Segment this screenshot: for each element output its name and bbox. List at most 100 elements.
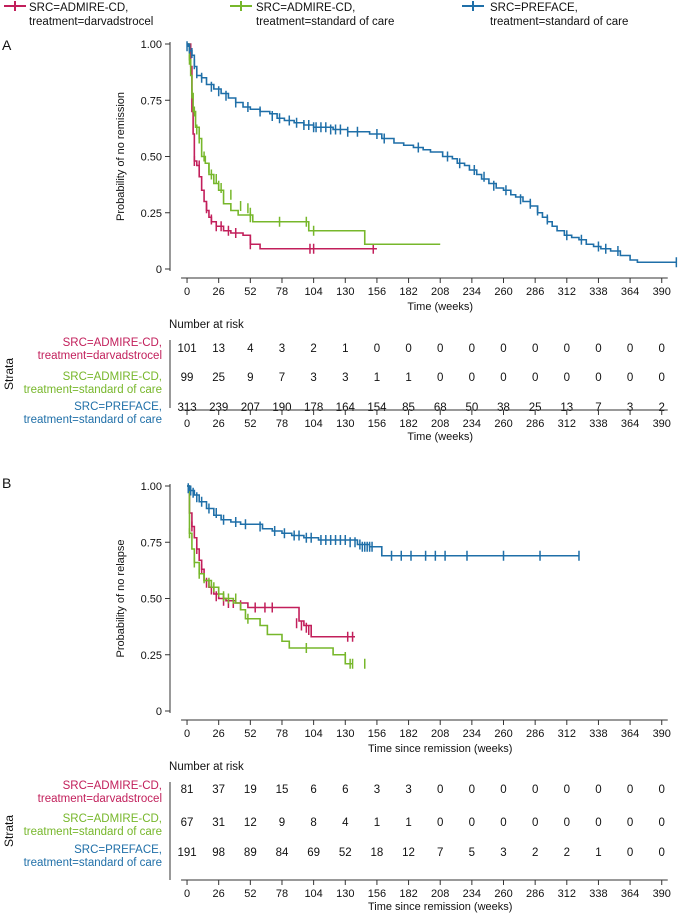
x-tick-label: 208 — [431, 728, 449, 740]
x-tick-label: 260 — [494, 728, 512, 740]
legend-label-line2: treatment=standard of care — [490, 16, 628, 28]
x-tick-label: 52 — [244, 286, 256, 298]
km-curve-3 — [187, 485, 579, 557]
x-tick-label: 0 — [184, 728, 190, 740]
risk-table-x-tick-label: 390 — [653, 418, 671, 430]
legend-item-soc-admire: SRC=ADMIRE-CD, treatment=standard of car… — [230, 1, 394, 28]
risk-table-x-tick-label: 156 — [368, 418, 386, 430]
risk-count: 0 — [532, 343, 538, 355]
risk-count: 0 — [437, 372, 443, 384]
x-tick-label: 130 — [336, 728, 354, 740]
risk-count: 85 — [402, 402, 415, 414]
risk-count: 0 — [627, 817, 633, 829]
risk-count: 0 — [595, 343, 601, 355]
risk-count: 12 — [402, 847, 415, 859]
x-tick-label: 312 — [558, 728, 576, 740]
strata-label-line2: treatment=darvadstrocel — [38, 793, 162, 805]
x-tick-label: 182 — [399, 286, 417, 298]
x-tick-label: 156 — [368, 728, 386, 740]
risk-count: 0 — [532, 372, 538, 384]
panel-label-b: B — [2, 475, 11, 491]
strata-label-line1: SRC=ADMIRE-CD, — [63, 371, 162, 383]
y-tick-label: 0.75 — [141, 95, 162, 107]
risk-count: 3 — [310, 372, 316, 384]
x-tick-label: 364 — [621, 728, 639, 740]
risk-count: 1 — [405, 817, 411, 829]
risk-count: 0 — [374, 343, 380, 355]
risk-count: 0 — [595, 817, 601, 829]
risk-count: 0 — [564, 784, 570, 796]
risk-count: 164 — [336, 402, 356, 414]
strata-label-line2: treatment=darvadstrocel — [38, 350, 162, 362]
risk-count: 5 — [469, 847, 475, 859]
risk-table-x-tick-label: 286 — [526, 888, 544, 900]
x-tick-label: 52 — [244, 728, 256, 740]
risk-count: 6 — [310, 784, 316, 796]
x-tick-label: 286 — [526, 728, 544, 740]
x-tick-label: 156 — [368, 286, 386, 298]
risk-table-x-tick-label: 338 — [589, 888, 607, 900]
legend-item-darvadstrocel: SRC=ADMIRE-CD, treatment=darvadstrocel — [4, 1, 153, 28]
x-axis-label: Time (weeks) — [407, 301, 473, 313]
strata-label-line2: treatment=standard of care — [24, 384, 162, 396]
risk-count: 0 — [469, 817, 475, 829]
risk-count: 13 — [212, 343, 225, 355]
legend: SRC=ADMIRE-CD, treatment=darvadstrocel S… — [4, 1, 628, 28]
risk-count: 3 — [374, 784, 380, 796]
risk-count: 25 — [529, 402, 542, 414]
y-axis-label: Probability of no relapse — [115, 539, 127, 657]
x-tick-label: 234 — [463, 286, 481, 298]
legend-label-line1: SRC=ADMIRE-CD, — [29, 2, 128, 14]
risk-table-x-tick-label: 234 — [463, 888, 481, 900]
risk-count: 239 — [209, 402, 228, 414]
risk-count: 13 — [560, 402, 573, 414]
strata-label-line1: SRC=PREFACE, — [74, 844, 162, 856]
risk-count: 101 — [177, 343, 196, 355]
risk-table-x-tick-label: 208 — [431, 418, 449, 430]
risk-count: 67 — [181, 817, 194, 829]
risk-count: 2 — [659, 402, 665, 414]
risk-count: 25 — [212, 372, 225, 384]
risk-table-x-tick-label: 260 — [494, 418, 512, 430]
legend-label-line2: treatment=standard of care — [256, 16, 394, 28]
x-tick-label: 104 — [304, 728, 322, 740]
risk-count: 0 — [500, 784, 506, 796]
risk-table-x-tick-label: 286 — [526, 418, 544, 430]
risk-count: 81 — [181, 784, 194, 796]
risk-count: 12 — [244, 817, 257, 829]
risk-count: 313 — [177, 402, 196, 414]
risk-table-x-tick-label: 0 — [184, 888, 190, 900]
risk-count: 7 — [595, 402, 601, 414]
risk-table-x-tick-label: 364 — [621, 418, 639, 430]
legend-label-line2: treatment=darvadstrocel — [29, 16, 153, 28]
risk-table-x-tick-label: 78 — [276, 418, 288, 430]
x-tick-label: 312 — [558, 286, 576, 298]
risk-table-x-tick-label: 208 — [431, 888, 449, 900]
risk-table-x-tick-label: 390 — [653, 888, 671, 900]
risk-count: 0 — [659, 784, 665, 796]
x-tick-label: 260 — [494, 286, 512, 298]
risk-table-x-tick-label: 104 — [304, 418, 322, 430]
risk-count: 37 — [212, 784, 225, 796]
x-tick-label: 26 — [213, 728, 225, 740]
risk-count: 19 — [244, 784, 257, 796]
risk-table-x-tick-label: 234 — [463, 418, 481, 430]
risk-count: 0 — [564, 372, 570, 384]
x-tick-label: 78 — [276, 728, 288, 740]
risk-count: 31 — [212, 817, 225, 829]
x-tick-label: 364 — [621, 286, 639, 298]
strata-label-line1: SRC=ADMIRE-CD, — [63, 780, 162, 792]
risk-count: 9 — [279, 817, 285, 829]
risk-count: 50 — [465, 402, 478, 414]
risk-count: 1 — [595, 847, 601, 859]
risk-count: 84 — [276, 847, 289, 859]
panel-label-a: A — [2, 37, 12, 53]
y-tick-label: 0.50 — [141, 152, 162, 164]
risk-table-title: Number at risk — [169, 761, 244, 773]
risk-count: 4 — [247, 343, 254, 355]
risk-count: 3 — [342, 372, 348, 384]
y-tick-label: 0.25 — [141, 208, 162, 220]
risk-count: 9 — [247, 372, 253, 384]
y-axis-label: Probability of no remission — [115, 92, 127, 221]
